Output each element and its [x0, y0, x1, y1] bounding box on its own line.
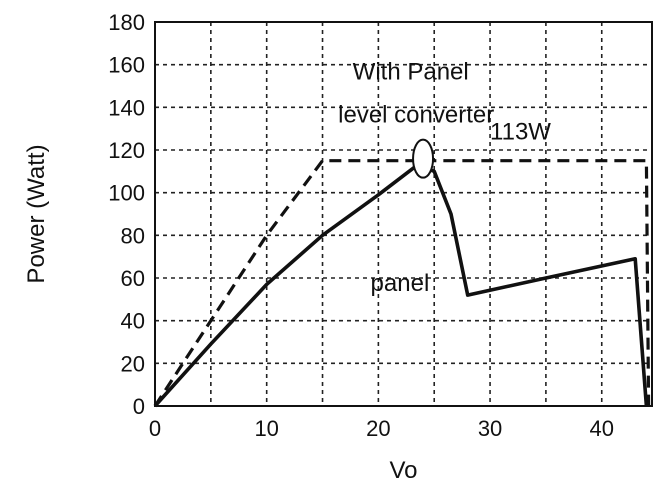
- plot-frame: [154, 21, 653, 407]
- x-tick-label: 30: [478, 416, 502, 441]
- grid-lines: [155, 22, 652, 406]
- y-tick-label: 180: [108, 10, 145, 35]
- converter-power-line: [153, 159, 651, 407]
- chart-annotation: 113W: [490, 118, 551, 145]
- chart-annotation: With Panel: [353, 59, 469, 86]
- y-tick-labels: 0 20 40 60 80 100 120 140 160 180: [108, 10, 145, 419]
- x-tick-label: 20: [366, 416, 390, 441]
- y-tick-label: 40: [121, 309, 145, 334]
- y-tick-label: 140: [108, 95, 145, 120]
- y-tick-label: 100: [108, 181, 145, 206]
- y-tick-label: 60: [121, 266, 145, 291]
- y-tick-label: 0: [133, 394, 145, 419]
- x-tick-labels: 0 10 20 30 40: [149, 416, 614, 441]
- x-tick-label: 0: [149, 416, 161, 441]
- x-tick-label: 40: [589, 416, 613, 441]
- y-axis-label: Power (Watt): [23, 144, 50, 283]
- x-tick-label: 10: [254, 416, 278, 441]
- y-tick-label: 160: [108, 53, 145, 78]
- mpp-ellipse-marker: [412, 138, 435, 179]
- y-tick-label: 20: [121, 351, 145, 376]
- y-tick-label: 120: [108, 138, 145, 163]
- y-tick-label: 80: [121, 223, 145, 248]
- mpp-marker: [412, 138, 435, 179]
- x-axis-label: Vo: [389, 457, 417, 484]
- chart-annotation: panel: [371, 270, 430, 297]
- chart-annotation: level converter: [338, 101, 494, 128]
